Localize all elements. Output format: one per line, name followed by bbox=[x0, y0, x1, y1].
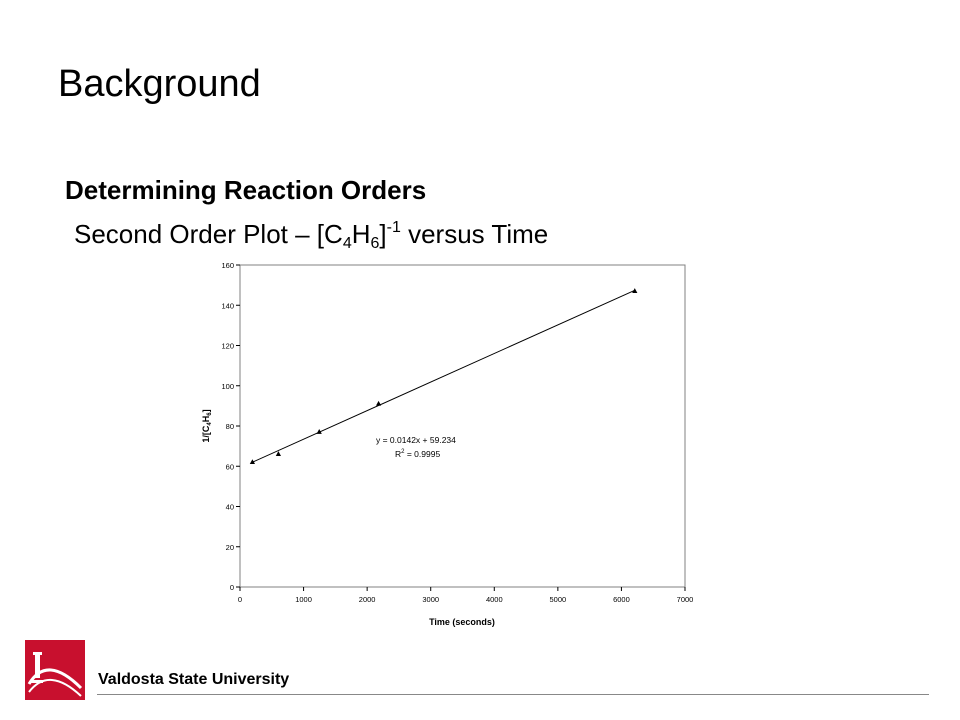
subheading-suffix: versus Time bbox=[400, 219, 549, 249]
data-points bbox=[249, 288, 638, 465]
r-squared-sup: 2 bbox=[401, 449, 405, 455]
plot-area bbox=[239, 264, 686, 588]
y-label-sub-6: 6 bbox=[207, 412, 213, 416]
logo-arch-inner bbox=[28, 678, 82, 697]
data-point-marker bbox=[316, 429, 322, 434]
subheading-bracket: ] bbox=[379, 219, 387, 249]
subheading-prefix: Second Order Plot – [C bbox=[74, 219, 343, 249]
x-tick-label: 0 bbox=[238, 595, 242, 604]
y-tick-label: 120 bbox=[221, 342, 234, 351]
y-tick-label: 100 bbox=[221, 382, 234, 391]
logo-tower-top bbox=[33, 652, 42, 655]
y-tick-label: 0 bbox=[230, 583, 234, 592]
second-order-plot: 0 20 40 60 80 100 120 140 160 0 1000 2000 3000 4000 5… bbox=[201, 261, 693, 627]
slide-title: Background bbox=[58, 63, 261, 105]
section-heading: Determining Reaction Orders bbox=[65, 175, 427, 205]
subheading-subscript-4: 4 bbox=[342, 235, 352, 252]
university-name: Valdosta State University bbox=[98, 671, 290, 688]
y-tick-label: 20 bbox=[226, 543, 234, 552]
plot-subheading: Second Order Plot – [C4H6]-1 versus Time bbox=[74, 211, 548, 261]
y-label-close: ] bbox=[201, 409, 211, 412]
x-tick-label: 1000 bbox=[295, 595, 312, 604]
footer-divider bbox=[97, 694, 929, 695]
trendline-equation: y = 0.0142x + 59.234 bbox=[376, 435, 456, 445]
x-tick-label: 4000 bbox=[486, 595, 503, 604]
y-axis-label: 1/[C4H6] bbox=[201, 409, 213, 442]
x-tick-label: 3000 bbox=[422, 595, 439, 604]
trendline bbox=[252, 289, 635, 463]
x-tick-label: 7000 bbox=[677, 595, 694, 604]
subheading-superscript: -1 bbox=[386, 219, 401, 236]
x-tick-label: 5000 bbox=[550, 595, 567, 604]
x-axis: 0 1000 2000 3000 4000 5000 6000 7000 bbox=[238, 587, 693, 604]
data-point-marker bbox=[275, 451, 281, 456]
data-point-marker bbox=[632, 288, 638, 293]
y-tick-label: 60 bbox=[226, 462, 234, 471]
subheading-subscript-6: 6 bbox=[370, 235, 380, 252]
data-point-marker bbox=[249, 459, 255, 465]
x-tick-label: 2000 bbox=[359, 595, 376, 604]
logo-tower bbox=[35, 654, 40, 678]
r-squared-value: = 0.9995 bbox=[404, 449, 440, 459]
logo-arch bbox=[27, 668, 83, 690]
y-label-part-1: 1/[C bbox=[201, 425, 211, 443]
y-tick-label: 80 bbox=[226, 422, 234, 431]
y-label-part-h: H bbox=[201, 416, 211, 423]
r-squared-r: R bbox=[395, 449, 401, 459]
x-tick-label: 6000 bbox=[613, 595, 630, 604]
vsu-logo-icon bbox=[25, 640, 85, 700]
y-label-sub-4: 4 bbox=[207, 422, 213, 426]
y-tick-label: 140 bbox=[221, 301, 234, 310]
data-point-marker bbox=[375, 400, 382, 406]
subheading-h: H bbox=[351, 219, 371, 249]
y-axis: 0 20 40 60 80 100 120 140 160 bbox=[221, 261, 240, 592]
r-squared-label: R2 = 0.9995 bbox=[395, 449, 440, 459]
y-tick-label: 160 bbox=[221, 261, 234, 270]
x-axis-label: Time (seconds) bbox=[429, 617, 495, 627]
logo-base bbox=[31, 680, 43, 683]
y-tick-label: 40 bbox=[226, 503, 234, 512]
